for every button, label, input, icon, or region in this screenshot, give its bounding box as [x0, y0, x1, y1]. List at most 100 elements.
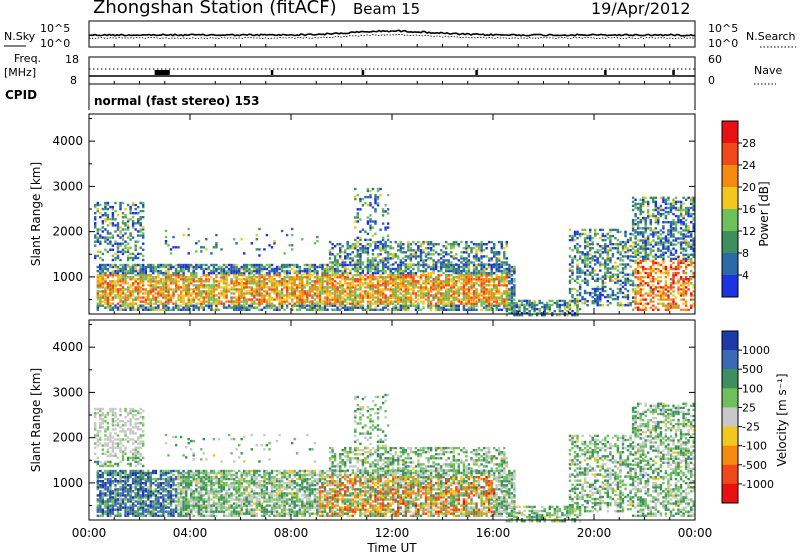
heatmap-cell — [248, 298, 251, 301]
heatmap-cell — [419, 288, 423, 291]
heatmap-cell — [356, 280, 359, 283]
heatmap-cell — [190, 298, 193, 301]
heatmap-cell — [232, 284, 236, 287]
heatmap-cell — [616, 295, 620, 299]
heatmap-cell — [581, 251, 584, 254]
heatmap-cell — [500, 284, 503, 287]
heatmap-cell — [417, 265, 420, 269]
heatmap-cell — [394, 261, 397, 264]
heatmap-cell — [389, 278, 392, 281]
heatmap-cell — [268, 271, 271, 275]
heatmap-cell — [124, 302, 127, 305]
heatmap-cell — [321, 265, 324, 269]
heatmap-cell — [182, 278, 185, 281]
heatmap-cell — [344, 282, 347, 285]
heatmap-cell — [207, 298, 211, 301]
heatmap-cell — [682, 286, 685, 289]
heatmap-cell — [344, 306, 347, 309]
heatmap-cell — [336, 243, 339, 246]
heatmap-cell — [285, 263, 289, 267]
heatmap-cell — [326, 296, 329, 299]
heatmap-cell — [490, 240, 493, 244]
heatmap-cell — [137, 284, 140, 287]
heatmap-cell — [419, 263, 423, 267]
heatmap-cell — [333, 304, 337, 307]
heatmap-cell — [467, 294, 471, 297]
heatmap-cell — [152, 267, 155, 271]
heatmap-cell — [280, 284, 284, 287]
heatmap-cell — [121, 248, 125, 251]
heatmap-cell — [392, 296, 395, 299]
heatmap-cell — [397, 306, 400, 309]
heatmap-cell — [631, 282, 635, 285]
heatmap-cell — [94, 224, 97, 227]
heatmap-cell — [230, 265, 233, 269]
heatmap-cell — [351, 302, 354, 305]
heatmap-cell — [682, 202, 685, 206]
heatmap-cell — [429, 284, 433, 287]
heatmap-cell — [409, 257, 413, 260]
heatmap-cell — [626, 251, 630, 254]
heatmap-cell — [336, 300, 339, 303]
heatmap-cell — [384, 204, 387, 207]
heatmap-cell — [328, 249, 332, 252]
heatmap-cell — [677, 241, 680, 244]
heatmap-cell — [386, 267, 390, 271]
heatmap-cell — [147, 263, 150, 267]
heatmap-cell — [215, 300, 218, 303]
heatmap-cell — [238, 269, 241, 273]
heatmap-cell — [546, 307, 549, 311]
heatmap-cell — [467, 263, 471, 266]
heatmap-cell — [669, 265, 673, 269]
heatmap-cell — [303, 292, 306, 295]
heatmap-cell — [657, 282, 660, 285]
heatmap-cell — [404, 276, 407, 279]
heatmap-cell — [649, 278, 652, 281]
heatmap-cell — [354, 216, 357, 219]
heatmap-cell — [298, 265, 301, 269]
heatmap-cell — [664, 298, 668, 301]
heatmap-cell — [333, 284, 337, 287]
heatmap-cell — [424, 240, 428, 244]
heatmap-cell — [376, 255, 380, 258]
heatmap-cell — [389, 263, 392, 267]
heatmap-cell — [177, 308, 180, 311]
heatmap-cell — [129, 209, 132, 213]
heatmap-cell — [679, 292, 683, 295]
heatmap-cell — [500, 269, 503, 273]
heatmap-cell — [336, 302, 339, 305]
heatmap-cell — [162, 296, 165, 299]
heatmap-cell — [657, 216, 660, 220]
heatmap-cell — [523, 299, 526, 303]
heatmap-cell — [273, 284, 276, 287]
heatmap-cell — [629, 304, 632, 307]
heatmap-cell — [583, 257, 587, 260]
heatmap-cell — [197, 292, 200, 295]
heatmap-cell — [326, 302, 329, 305]
heatmap-cell — [341, 302, 344, 305]
heatmap-cell — [495, 269, 498, 273]
heatmap-cell — [172, 271, 175, 275]
heatmap-cell — [513, 265, 516, 269]
heatmap-cell — [462, 259, 466, 262]
heatmap-cell — [667, 237, 670, 240]
heatmap-cell — [321, 278, 324, 281]
heatmap-cell — [124, 263, 127, 267]
heatmap-cell — [356, 269, 359, 273]
heatmap-cell — [480, 274, 483, 277]
heatmap-cell — [664, 245, 668, 248]
heatmap-cell — [407, 292, 410, 295]
heatmap-cell — [187, 269, 190, 273]
heatmap-cell — [672, 204, 675, 208]
heatmap-cell — [399, 282, 402, 285]
heatmap-cell — [604, 259, 607, 262]
heatmap-cell — [321, 269, 324, 273]
heatmap-cell — [652, 292, 655, 295]
heatmap-cell — [647, 227, 650, 230]
heatmap-cell — [217, 292, 221, 295]
heatmap-cell — [470, 271, 473, 275]
heatmap-cell — [475, 302, 478, 305]
heatmap-cell — [482, 296, 486, 299]
heatmap-cell — [149, 280, 152, 283]
heatmap-cell — [225, 284, 228, 287]
